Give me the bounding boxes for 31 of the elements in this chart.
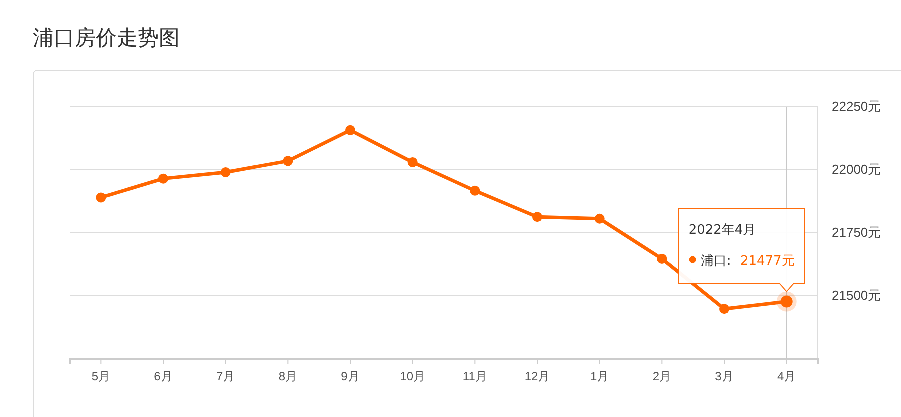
point bbox=[532, 212, 542, 222]
data-label: 21477元 bbox=[740, 254, 795, 269]
point bbox=[283, 156, 294, 166]
point bbox=[408, 157, 418, 168]
x-tick-label: 9月 bbox=[341, 370, 360, 384]
x-tick-label: 6月 bbox=[154, 370, 173, 384]
x-tick-label: 2月 bbox=[652, 370, 672, 384]
x-tick-label: 10月 bbox=[400, 370, 426, 384]
annotation: 2022年4月 bbox=[688, 222, 756, 238]
y-tick-label: 21500元 bbox=[832, 288, 882, 304]
x-tick-label: 7月 bbox=[216, 370, 236, 384]
point bbox=[470, 186, 480, 196]
chart-title: 浦口房价走势图 bbox=[33, 26, 180, 50]
y-tick-label: 22250元 bbox=[832, 99, 882, 114]
point bbox=[220, 168, 231, 178]
y-tick-label: 21750元 bbox=[832, 225, 882, 240]
legend-label: 浦口: bbox=[700, 254, 732, 269]
x-tick-label: 3月 bbox=[715, 370, 734, 384]
point bbox=[158, 174, 168, 184]
x-tick-label: 12月 bbox=[524, 370, 550, 384]
x-tick-label: 8月 bbox=[278, 370, 298, 384]
point bbox=[96, 192, 106, 203]
y-tick-label: 22000元 bbox=[832, 162, 882, 178]
point bbox=[720, 304, 730, 314]
point bbox=[657, 254, 668, 264]
x-tick-label: 5月 bbox=[92, 370, 111, 384]
x-tick-label: 11月 bbox=[462, 370, 488, 384]
x-tick-label: 1月 bbox=[590, 370, 610, 384]
point bbox=[594, 214, 605, 224]
point bbox=[346, 125, 356, 136]
x-tick-label: 4月 bbox=[777, 370, 796, 384]
